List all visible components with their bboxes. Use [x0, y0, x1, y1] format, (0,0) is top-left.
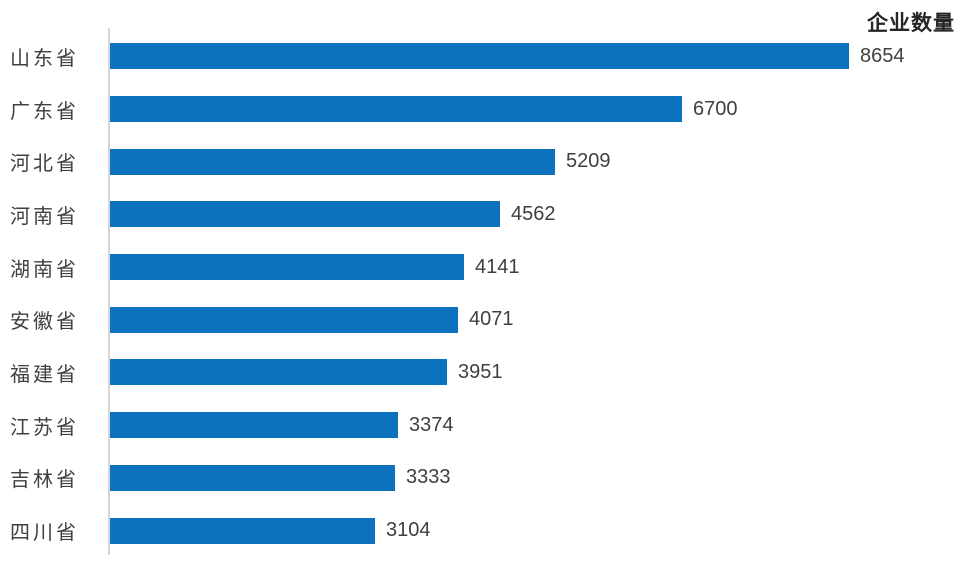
value-label: 8654 [860, 44, 905, 67]
bar-zone: 4141 [110, 241, 959, 294]
category-label: 湖南省 [10, 256, 79, 281]
chart-title: 企业数量 [867, 12, 955, 35]
bar [110, 517, 375, 544]
value-label: 3333 [406, 466, 451, 489]
bar-zone: 8654 [110, 30, 959, 83]
category-label: 吉林省 [10, 467, 79, 492]
bar-zone: 3104 [110, 504, 959, 557]
value-label: 6700 [693, 97, 738, 120]
category-label: 河北省 [10, 151, 79, 176]
bar [110, 254, 464, 281]
value-label: 4141 [475, 255, 520, 278]
bar-row: 安徽省 4071 [0, 293, 959, 346]
bar-zone: 3333 [110, 452, 959, 505]
value-label: 3374 [409, 413, 454, 436]
bar-row: 湖南省 4141 [0, 241, 959, 294]
value-label: 3104 [386, 519, 431, 542]
bar-row: 山东省 8654 [0, 30, 959, 83]
bar [110, 96, 682, 123]
bar-zone: 4071 [110, 293, 959, 346]
bar-row: 河南省 4562 [0, 188, 959, 241]
value-label: 4562 [511, 202, 556, 225]
bar [110, 148, 555, 175]
bar [110, 43, 849, 70]
category-label: 河南省 [10, 203, 79, 228]
category-label: 江苏省 [10, 414, 79, 439]
bar-zone: 3951 [110, 346, 959, 399]
bar [110, 359, 447, 386]
bar-zone: 5209 [110, 135, 959, 188]
bar-row: 吉林省 3333 [0, 452, 959, 505]
category-label: 山东省 [10, 45, 79, 70]
category-label: 广东省 [10, 98, 79, 123]
category-label: 安徽省 [10, 309, 79, 334]
bar [110, 412, 398, 439]
category-label: 福建省 [10, 361, 79, 386]
value-label: 4071 [469, 308, 514, 331]
bar-row: 福建省 3951 [0, 346, 959, 399]
category-label: 四川省 [10, 520, 79, 545]
bar-row: 四川省 3104 [0, 504, 959, 557]
bar-rows: 山东省 8654 广东省 6700 河北省 5209 河南省 4562 湖南省 … [0, 30, 959, 557]
bar [110, 201, 500, 228]
bar-row: 河北省 5209 [0, 135, 959, 188]
bar [110, 464, 395, 491]
value-label: 3951 [458, 360, 503, 383]
value-label: 5209 [566, 150, 611, 173]
bar-zone: 4562 [110, 188, 959, 241]
bar-row: 广东省 6700 [0, 83, 959, 136]
bar-row: 江苏省 3374 [0, 399, 959, 452]
bar-zone: 6700 [110, 83, 959, 136]
y-axis-line [108, 28, 110, 555]
bar [110, 306, 458, 333]
bar-zone: 3374 [110, 399, 959, 452]
